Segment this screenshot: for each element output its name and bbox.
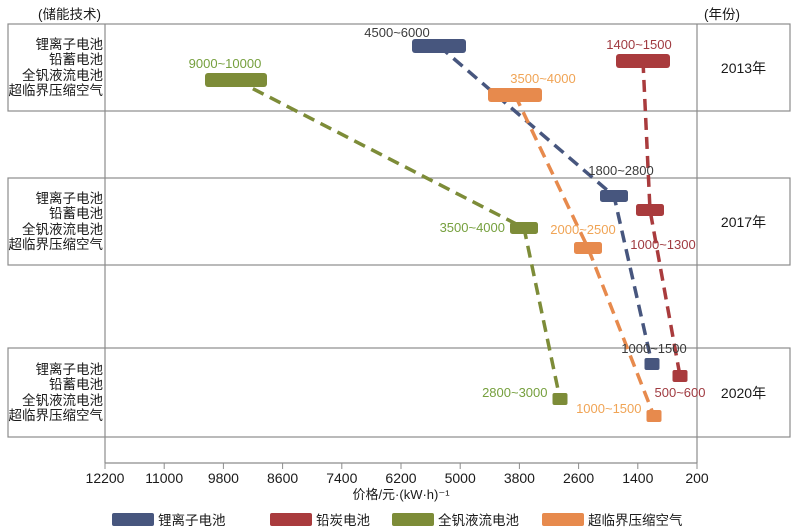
x-tick-label: 1400 bbox=[622, 470, 653, 486]
x-tick-label: 6200 bbox=[385, 470, 416, 486]
year-band-box-3 bbox=[7, 347, 791, 438]
range-marker-lead-carbon-2 bbox=[636, 204, 664, 216]
tech-label: 铅蓄电池 bbox=[49, 206, 103, 221]
range-marker-compressed-air-2 bbox=[574, 242, 602, 254]
value-label-lead-carbon-2: 1000~1300 bbox=[630, 237, 695, 252]
trend-line-li-ion bbox=[437, 44, 654, 365]
legend-label: 超临界压缩空气 bbox=[588, 513, 683, 528]
value-label-lead-carbon-3: 500~600 bbox=[655, 385, 706, 400]
value-label-vanadium-flow-2: 3500~4000 bbox=[440, 220, 505, 235]
x-tick-label: 200 bbox=[685, 470, 709, 486]
legend-label: 铅炭电池 bbox=[316, 513, 370, 528]
range-marker-compressed-air-1 bbox=[488, 88, 542, 102]
x-tick-label: 3800 bbox=[504, 470, 535, 486]
legend-swatch bbox=[392, 512, 434, 526]
x-tick-label: 11000 bbox=[145, 470, 183, 486]
range-marker-lead-carbon-1 bbox=[616, 54, 670, 68]
x-tick-label: 5000 bbox=[445, 470, 476, 486]
value-label-vanadium-flow-3: 2800~3000 bbox=[482, 385, 547, 400]
tech-labels-band-2: 锂离子电池 铅蓄电池 全钒液流电池 超临界压缩空气 bbox=[6, 178, 104, 265]
legend-item-1: 锂离子电池 bbox=[112, 511, 226, 528]
legend-label: 锂离子电池 bbox=[158, 513, 226, 528]
tech-label: 超临界压缩空气 bbox=[8, 237, 104, 252]
tech-label: 锂离子电池 bbox=[35, 190, 104, 206]
x-tick-label: 12200 bbox=[86, 470, 125, 486]
value-label-compressed-air-2: 2000~2500 bbox=[550, 222, 615, 237]
x-tick-label: 2600 bbox=[563, 470, 594, 486]
tech-labels-band-3: 锂离子电池 铅蓄电池 全钒液流电池 超临界压缩空气 bbox=[6, 348, 104, 437]
legend-label: 全钒液流电池 bbox=[438, 513, 519, 528]
range-marker-lead-carbon-3 bbox=[672, 370, 688, 382]
trend-line-vanadium-flow bbox=[235, 78, 562, 400]
legend-swatch bbox=[542, 512, 584, 526]
range-marker-vanadium-flow-2 bbox=[510, 222, 538, 234]
value-label-vanadium-flow-1: 9000~10000 bbox=[189, 56, 262, 71]
range-marker-li-ion-2 bbox=[600, 190, 628, 202]
tech-labels-band-1: 锂离子电池 铅蓄电池 全钒液流电池 超临界压缩空气 bbox=[6, 24, 104, 111]
trend-line-compressed-air bbox=[513, 94, 656, 417]
storage-tech-axis-caption: (储能技术) bbox=[38, 7, 101, 22]
tech-label: 超临界压缩空气 bbox=[8, 83, 104, 98]
x-tick-label: 8600 bbox=[267, 470, 298, 486]
tech-label: 全钒液流电池 bbox=[22, 67, 103, 83]
value-label-li-ion-2: 1800~2800 bbox=[588, 163, 653, 178]
range-marker-li-ion-1 bbox=[412, 39, 466, 53]
range-marker-li-ion-3 bbox=[644, 358, 660, 370]
value-label-compressed-air-3: 1000~1500 bbox=[576, 401, 641, 416]
legend-item-3: 全钒液流电池 bbox=[392, 511, 519, 528]
tech-label: 铅蓄电池 bbox=[49, 52, 103, 67]
x-tick-label: 9800 bbox=[208, 470, 239, 486]
tech-label: 全钒液流电池 bbox=[22, 392, 103, 408]
tech-label: 超临界压缩空气 bbox=[8, 408, 104, 423]
legend-item-2: 铅炭电池 bbox=[270, 511, 370, 528]
year-axis-caption: (年份) bbox=[704, 7, 740, 22]
value-label-li-ion-1: 4500~6000 bbox=[364, 25, 429, 40]
trend-line-lead-carbon bbox=[641, 60, 682, 377]
year-band-box-2 bbox=[7, 177, 791, 266]
value-label-lead-carbon-1: 1400~1500 bbox=[606, 37, 671, 52]
value-label-compressed-air-1: 3500~4000 bbox=[510, 71, 575, 86]
legend-item-4: 超临界压缩空气 bbox=[542, 511, 683, 528]
tech-label: 锂离子电池 bbox=[35, 36, 104, 52]
tech-label: 铅蓄电池 bbox=[49, 377, 103, 392]
range-marker-vanadium-flow-3 bbox=[552, 393, 568, 405]
x-axis-title: 价格/元·(kW·h)⁻¹ bbox=[352, 487, 450, 502]
tech-label: 全钒液流电池 bbox=[22, 221, 103, 237]
year-band-box-1 bbox=[7, 23, 791, 112]
year-label-1: 2013年 bbox=[720, 59, 767, 76]
x-tick-label: 7400 bbox=[326, 470, 357, 486]
year-label-2: 2017年 bbox=[720, 213, 767, 230]
legend-swatch bbox=[270, 512, 312, 526]
tech-label: 锂离子电池 bbox=[35, 361, 104, 377]
value-label-li-ion-3: 1000~1500 bbox=[621, 341, 686, 356]
legend-swatch bbox=[112, 512, 154, 526]
year-label-3: 2020年 bbox=[720, 384, 767, 401]
range-marker-compressed-air-3 bbox=[646, 410, 662, 422]
range-marker-vanadium-flow-1 bbox=[205, 73, 267, 87]
